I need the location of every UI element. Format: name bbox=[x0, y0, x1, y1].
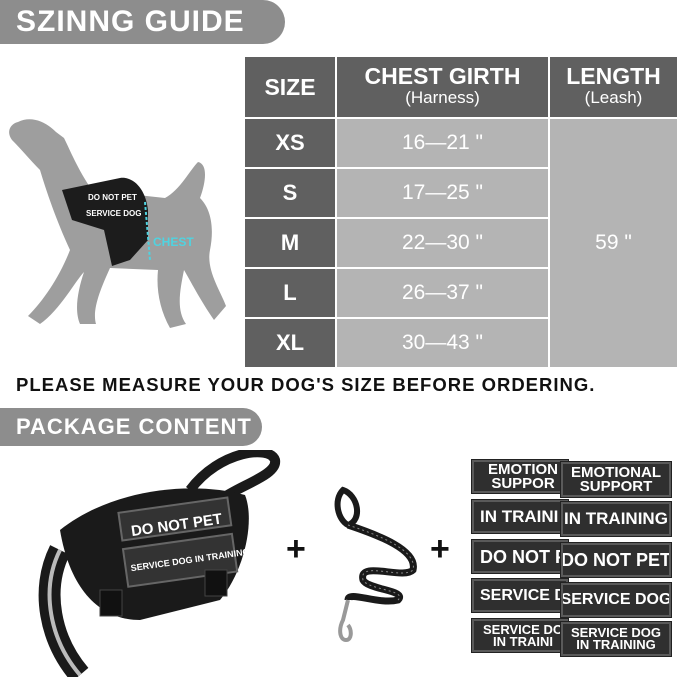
patch-service-dog: SERVICE DOG bbox=[560, 582, 672, 618]
chest-label: CHEST bbox=[153, 235, 194, 249]
harness-illustration bbox=[62, 177, 148, 266]
table-row: L 26—37 " bbox=[245, 269, 677, 317]
patch-back: IN TRAINI bbox=[471, 499, 569, 534]
dog-illustration: DO NOT PET SERVICE DOG CHEST bbox=[9, 119, 226, 329]
plus-sign: + bbox=[430, 530, 450, 568]
harness-patch-1 bbox=[117, 496, 233, 542]
patch-emotional-support: EMOTIONAL SUPPORT bbox=[560, 461, 672, 498]
size-table: SIZE CHEST GIRTH (Harness) LENGTH (Leash) … bbox=[243, 55, 679, 369]
patch-back: DO NOT P bbox=[471, 539, 569, 574]
table-row: XL 30—43 " bbox=[245, 319, 677, 367]
harness-handle bbox=[186, 450, 280, 505]
size-cell: S bbox=[245, 169, 335, 217]
chest-cell: 30—43 " bbox=[337, 319, 548, 367]
table-row: XS 16—21 " 59 " bbox=[245, 119, 677, 367]
header-chest-girth: CHEST GIRTH (Harness) bbox=[337, 57, 548, 117]
table-header-row: SIZE CHEST GIRTH (Harness) LENGTH (Leash) bbox=[245, 57, 677, 117]
header-length: LENGTH (Leash) bbox=[550, 57, 677, 117]
buckle bbox=[99, 589, 123, 617]
patch-back: SERVICE D bbox=[471, 578, 569, 613]
harness-patch-bottom: SERVICE DOG bbox=[86, 209, 141, 218]
leash-clip-icon bbox=[338, 599, 353, 643]
size-cell: M bbox=[245, 219, 335, 267]
chest-cell: 26—37 " bbox=[337, 269, 548, 317]
size-cell: L bbox=[245, 269, 335, 317]
harness-product-image: DO NOT PET SERVICE DOG IN TRAINING bbox=[38, 450, 280, 677]
leash-loop bbox=[334, 486, 360, 529]
length-cell: 59 " bbox=[550, 119, 677, 367]
patch-in-training: IN TRAINING bbox=[560, 501, 672, 537]
table-row: S 17—25 " bbox=[245, 169, 677, 217]
package-content-banner: PACKAGE CONTENT bbox=[0, 408, 262, 446]
size-cell: XS bbox=[245, 119, 335, 167]
header-size: SIZE bbox=[245, 57, 335, 117]
leash-coils bbox=[344, 521, 417, 605]
buckle bbox=[204, 569, 228, 597]
chest-cell: 22—30 " bbox=[337, 219, 548, 267]
patch-service-dog-in-training: SERVICE DOG IN TRAINING bbox=[560, 621, 672, 657]
chest-cell: 17—25 " bbox=[337, 169, 548, 217]
harness-patch-top: DO NOT PET bbox=[88, 193, 137, 202]
patch-back: EMOTION SUPPOR bbox=[471, 459, 569, 494]
chest-cell: 16—21 " bbox=[337, 119, 548, 167]
reflective-strip bbox=[47, 549, 82, 677]
table-row: M 22—30 " bbox=[245, 219, 677, 267]
size-cell: XL bbox=[245, 319, 335, 367]
patch-back: SERVICE DO IN TRAINI bbox=[471, 618, 569, 653]
plus-sign: + bbox=[286, 530, 306, 568]
measure-notice: PLEASE MEASURE YOUR DOG'S SIZE BEFORE OR… bbox=[16, 374, 596, 395]
leash-product-image bbox=[334, 486, 417, 643]
patch-do-not-pet: DO NOT PET bbox=[560, 542, 672, 578]
sizing-guide-banner: SZINNG GUIDE bbox=[0, 0, 285, 44]
